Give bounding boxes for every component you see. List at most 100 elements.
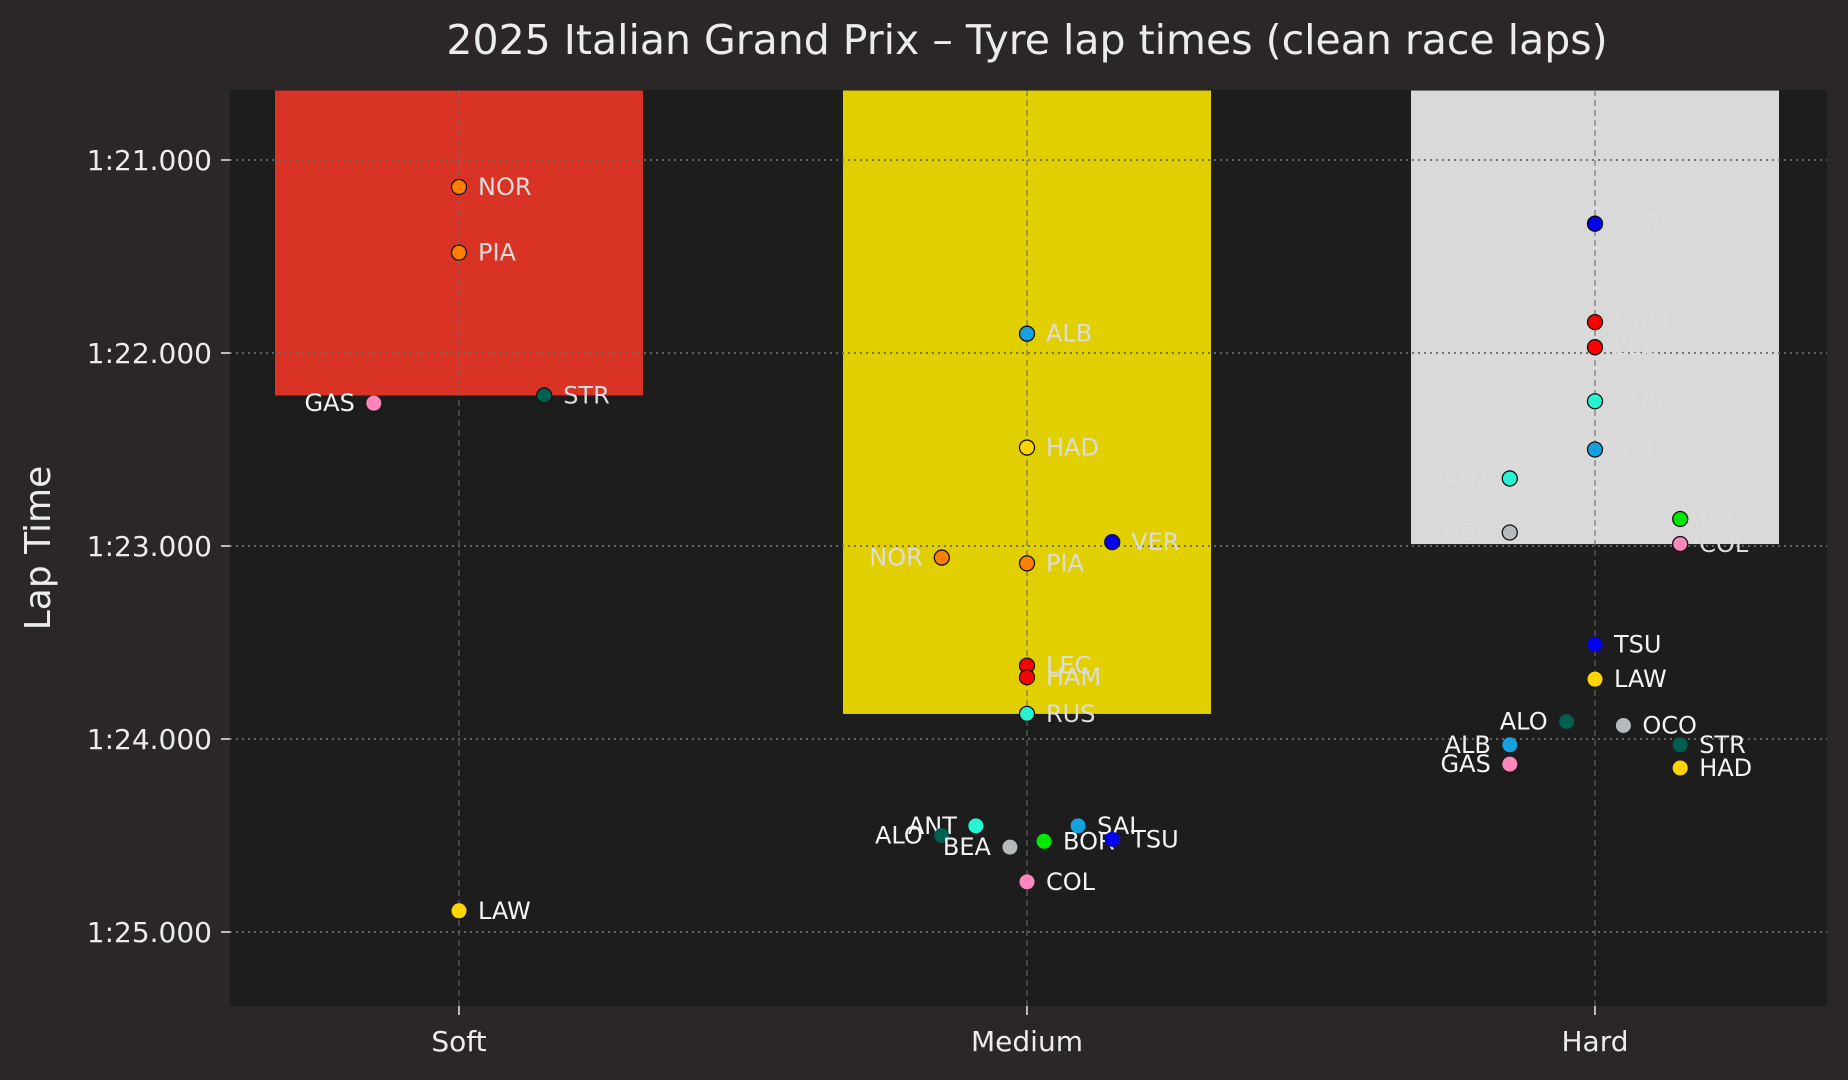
data-point: ANT [1442,464,1518,492]
point-label: HAD [1699,754,1752,782]
point-label: NOR [478,173,532,201]
point-marker [1586,313,1604,331]
point-marker [1002,839,1018,855]
point-label: BOR [1699,505,1751,533]
y-tick-label: 1:24.000 [87,723,212,756]
point-label: STR [563,381,610,409]
data-point: COL [1672,530,1749,558]
data-point: PIA [1018,549,1085,577]
y-tick-label: 1:22.000 [87,337,212,370]
point-label: SAI [1614,436,1653,464]
data-point: RUS [1018,700,1095,728]
point-label: GAS [1441,750,1491,778]
point-marker [1036,833,1052,849]
data-point: TSU [1104,825,1179,853]
point-label: BEA [943,833,992,861]
data-point: BOR [1672,505,1751,533]
data-point: ALB [1018,320,1092,348]
point-marker [933,549,950,566]
data-point: COL [1019,868,1096,896]
data-point: NOR [869,544,950,572]
point-label: LEC [1046,652,1091,680]
point-label: LAW [478,897,531,925]
point-marker [1672,510,1689,528]
point-label: STR [1699,731,1746,759]
point-label: TSU [1130,825,1178,853]
point-marker [1672,760,1688,776]
point-label: VER [1614,210,1662,238]
point-marker [451,903,467,919]
point-marker [1502,756,1518,772]
data-point: BEA [943,833,1018,861]
point-label: BEA [1443,518,1492,546]
point-marker [1018,705,1036,723]
point-label: LEC [1614,333,1659,361]
data-point: SAI [1586,436,1653,464]
point-marker [1501,470,1518,487]
data-point: HAM [1586,308,1669,336]
point-marker [1586,339,1604,356]
point-label: PIA [1046,549,1085,577]
data-point: STR [1672,731,1746,759]
data-point: VER [1104,528,1179,556]
point-label: TSU [1613,630,1661,658]
data-point: GAS [305,389,382,417]
point-marker [1018,669,1036,686]
point-label: LAW [1614,665,1667,693]
point-marker [1672,535,1689,553]
point-label: COL [1046,868,1096,896]
point-marker [1587,671,1603,687]
point-label: OCO [1642,711,1697,739]
point-marker [1586,215,1604,232]
point-marker [1559,714,1575,730]
point-marker [1018,325,1036,342]
data-point: OCO [1615,711,1697,739]
data-point: TSU [1587,630,1661,658]
point-label: ALO [1500,708,1548,736]
point-marker [1672,737,1688,753]
data-point: RUS [1586,387,1663,415]
point-label: VER [1131,528,1179,556]
point-label: ANT [1442,464,1491,492]
data-point: NOR [450,173,532,201]
point-label: ALB [1445,731,1491,759]
point-label: ALO [875,822,923,850]
point-marker [1586,393,1604,410]
data-point: HAD [1018,434,1099,462]
point-marker [934,828,950,843]
point-marker [450,178,468,196]
grid-layer [230,90,1827,1006]
point-label: NOR [869,544,923,572]
y-tick-label: 1:21.000 [87,144,212,177]
chart-title: 2025 Italian Grand Prix – Tyre lap times… [446,16,1607,64]
point-label: HAM [1046,663,1101,691]
data-point: STR [536,381,610,409]
point-marker [536,387,553,404]
y-axis-label: Lap Time [18,466,59,631]
point-marker [968,818,984,834]
point-marker [450,244,468,261]
point-label: RUS [1046,700,1095,728]
data-point: LEC [1018,652,1091,680]
point-marker [366,395,382,411]
point-marker [1586,441,1604,458]
point-marker [1501,524,1518,541]
y-tick-label: 1:25.000 [87,916,212,949]
data-point: LAW [1587,665,1667,693]
point-marker [1018,439,1036,456]
point-marker [1104,533,1121,551]
point-marker [1104,831,1120,847]
point-label: ALB [1046,320,1092,348]
data-point: BEA [1443,518,1518,546]
point-label: HAM [1614,308,1669,336]
data-point: ALO [1500,708,1575,736]
data-point: VER [1586,210,1662,238]
point-label: GAS [305,389,355,417]
point-label: RUS [1614,387,1663,415]
x-tick-label: Soft [431,1025,486,1058]
point-marker [1502,737,1518,753]
point-label: COL [1699,530,1749,558]
data-point: PIA [450,239,517,267]
point-label: PIA [478,239,517,267]
